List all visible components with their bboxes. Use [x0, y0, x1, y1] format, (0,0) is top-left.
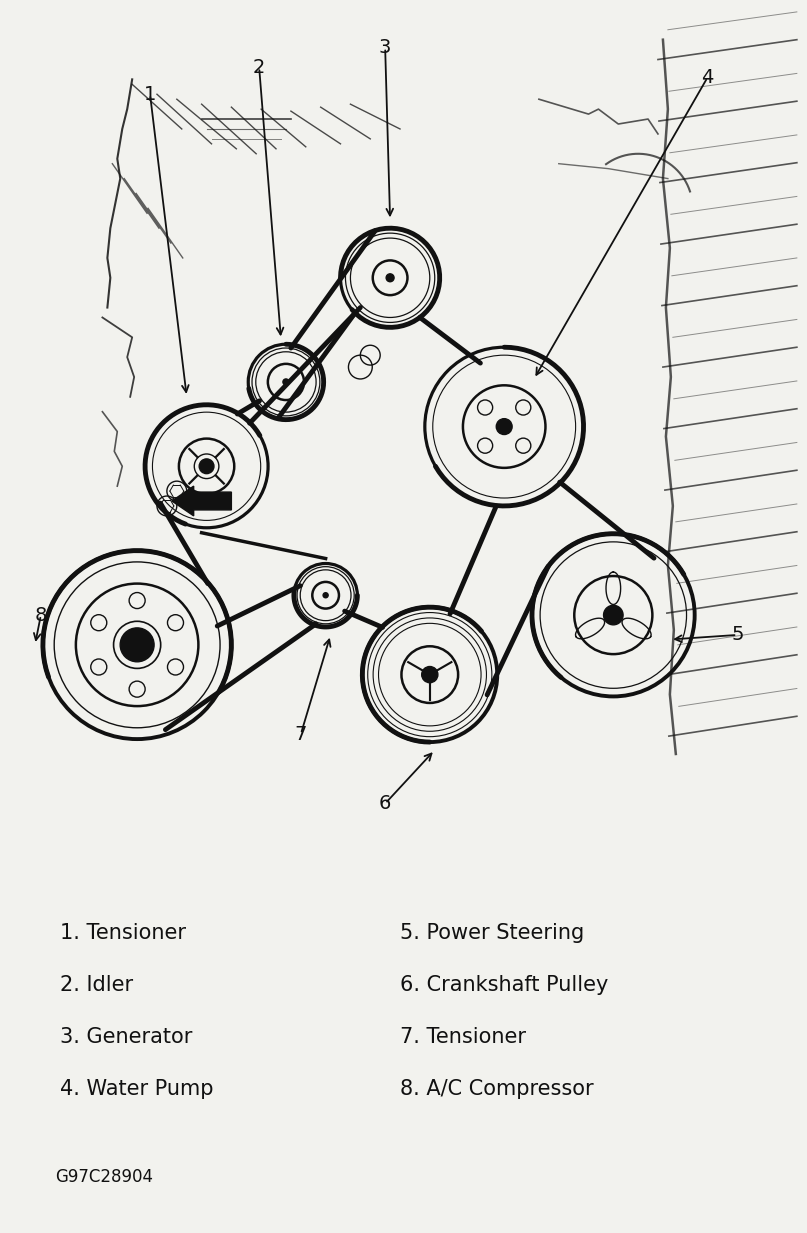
Text: 5: 5 [731, 625, 743, 645]
Text: 3. Generator: 3. Generator [60, 1027, 192, 1047]
Text: 1: 1 [144, 85, 157, 104]
Text: 2: 2 [253, 58, 266, 76]
FancyArrow shape [172, 486, 232, 515]
Text: G97C28904: G97C28904 [55, 1168, 153, 1186]
Text: 6. Crankshaft Pulley: 6. Crankshaft Pulley [400, 975, 608, 995]
Text: 8. A/C Compressor: 8. A/C Compressor [400, 1079, 594, 1099]
Text: 8: 8 [35, 605, 47, 625]
Text: 6: 6 [379, 794, 391, 813]
Text: 5. Power Steering: 5. Power Steering [400, 924, 584, 943]
Circle shape [422, 667, 438, 683]
Text: 4: 4 [701, 68, 713, 86]
Circle shape [496, 419, 512, 434]
Circle shape [386, 274, 394, 282]
Circle shape [604, 605, 623, 625]
Text: 3: 3 [379, 38, 391, 57]
Text: 1. Tensioner: 1. Tensioner [60, 924, 186, 943]
Circle shape [199, 459, 214, 473]
Circle shape [323, 593, 328, 598]
Text: 4. Water Pump: 4. Water Pump [60, 1079, 214, 1099]
Text: 2. Idler: 2. Idler [60, 975, 133, 995]
Circle shape [283, 379, 289, 385]
Circle shape [120, 628, 154, 662]
Text: 7: 7 [295, 725, 307, 743]
Text: 7. Tensioner: 7. Tensioner [400, 1027, 526, 1047]
